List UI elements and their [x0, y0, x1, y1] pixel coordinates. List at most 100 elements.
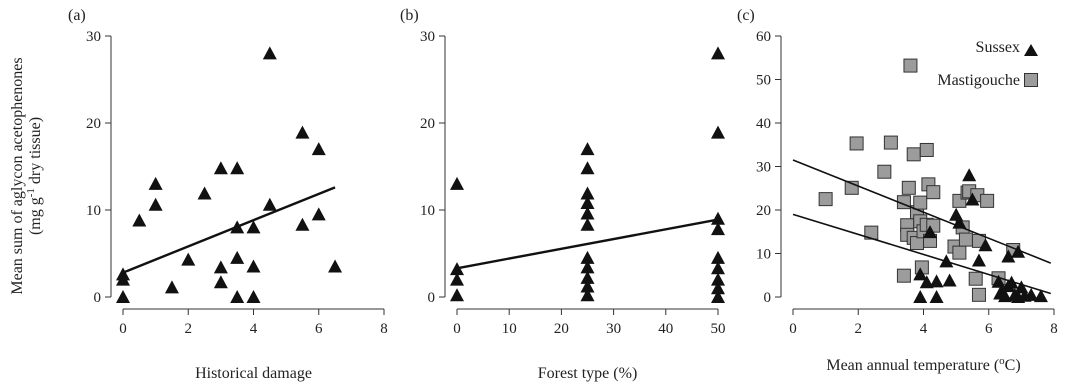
data-point-series [116, 267, 130, 281]
data-point-mastigouche [952, 245, 967, 260]
data-point-series [711, 125, 725, 139]
data-point-series [580, 250, 595, 264]
data-point-series [295, 217, 310, 231]
x-tick-label: 8 [1050, 321, 1058, 337]
data-point-sussex [971, 253, 986, 267]
y-tick-label: 10 [756, 247, 771, 263]
data-point-series [246, 259, 261, 273]
data-point-series [711, 281, 725, 295]
data-point-series [711, 272, 725, 286]
data-point-series [580, 288, 595, 302]
data-point-series [311, 142, 326, 156]
data-point-series [450, 272, 464, 286]
data-point-series [181, 252, 196, 266]
regression-line [456, 218, 719, 270]
regression-line-mastigouche [792, 159, 1052, 264]
data-point-series [580, 279, 595, 293]
data-point-sussex [1001, 249, 1016, 263]
data-point-mastigouche [906, 147, 921, 162]
data-point-sussex [923, 225, 938, 239]
data-point-sussex [929, 290, 944, 303]
x-tick-label: 0 [453, 321, 461, 337]
legend-label-sussex: Sussex [976, 39, 1020, 56]
data-point-sussex [991, 274, 1006, 288]
data-point-sussex [942, 273, 957, 287]
x-tick-label: 0 [789, 321, 797, 337]
data-point-sussex [1024, 287, 1039, 301]
legend-marker-sussex [1024, 44, 1038, 56]
x-tick-label: 0 [119, 321, 127, 337]
data-point-series [164, 280, 179, 294]
data-point-series [311, 207, 326, 221]
data-point-series [213, 260, 228, 274]
y-tick-label: 30 [756, 160, 771, 176]
x-tick-label: 6 [315, 321, 323, 337]
data-point-series [246, 220, 261, 234]
data-point-series [580, 260, 595, 274]
data-point-sussex [978, 238, 993, 252]
x-tick-label: 10 [502, 321, 517, 337]
x-tick-label: 4 [920, 321, 928, 337]
y-tick-label: 60 [756, 29, 771, 45]
data-point-series [711, 222, 725, 236]
data-point-sussex [1011, 244, 1026, 258]
data-point-series [580, 206, 595, 220]
data-point-series [213, 161, 228, 175]
data-point-series [148, 197, 163, 211]
data-point-mastigouche [968, 271, 983, 286]
y-axis-label-units: (mg g-1 dry tissue) [25, 117, 44, 235]
data-point-sussex [965, 192, 980, 206]
data-point-series [711, 46, 725, 60]
y-tick-label: 40 [756, 116, 771, 132]
data-point-mastigouche [958, 232, 973, 247]
data-point-series [246, 290, 261, 303]
data-point-series [711, 290, 725, 303]
data-point-series [262, 197, 277, 211]
x-axis-label: Forest type (%) [538, 365, 638, 382]
x-tick-label: 4 [250, 321, 258, 337]
data-point-mastigouche [818, 192, 833, 207]
data-point-series [148, 176, 163, 190]
data-point-series [580, 161, 595, 175]
data-point-mastigouche [896, 268, 911, 283]
data-point-series [450, 176, 464, 190]
data-point-series [711, 250, 725, 264]
x-tick-label: 8 [380, 321, 388, 337]
y-tick-label: 10 [86, 203, 101, 219]
x-axis-label: Historical damage [195, 365, 312, 382]
data-point-series [132, 213, 147, 227]
x-tick-label: 50 [711, 321, 726, 337]
y-tick-label: 10 [420, 203, 435, 219]
data-point-sussex [929, 274, 944, 288]
data-point-series [711, 211, 725, 225]
y-axis-label: Mean sum of aglycon acetophenones [9, 57, 26, 294]
regression-line [122, 186, 336, 274]
y-tick-label: 20 [86, 116, 101, 132]
x-tick-label: 40 [658, 321, 673, 337]
data-point-series [262, 46, 277, 60]
data-point-mastigouche [980, 193, 995, 208]
data-point-mastigouche [919, 142, 934, 157]
x-axis-label: Mean annual temperature (oC) [826, 355, 1020, 374]
y-tick-label: 20 [420, 116, 435, 132]
panel-label: (a) [68, 7, 86, 24]
data-point-series [328, 259, 343, 273]
data-point-series [197, 186, 212, 200]
data-point-series [450, 288, 464, 302]
data-point-sussex [962, 168, 977, 182]
data-point-series [580, 142, 595, 156]
panel-a: (a) 0 10 20 30 0 2 4 6 8 Historical damage [68, 7, 388, 382]
y-tick-label: 0 [764, 290, 772, 306]
data-point-mastigouche [877, 164, 892, 179]
data-point-series [450, 262, 464, 276]
data-point-series [711, 261, 725, 275]
regression-line-sussex [792, 213, 1051, 295]
panel-label: (c) [737, 7, 755, 24]
y-tick-label: 30 [420, 29, 435, 45]
data-point-mastigouche [913, 195, 928, 210]
data-point-series [230, 250, 245, 264]
panel-label: (b) [400, 7, 419, 24]
x-tick-label: 30 [606, 321, 621, 337]
data-point-series [580, 196, 595, 210]
